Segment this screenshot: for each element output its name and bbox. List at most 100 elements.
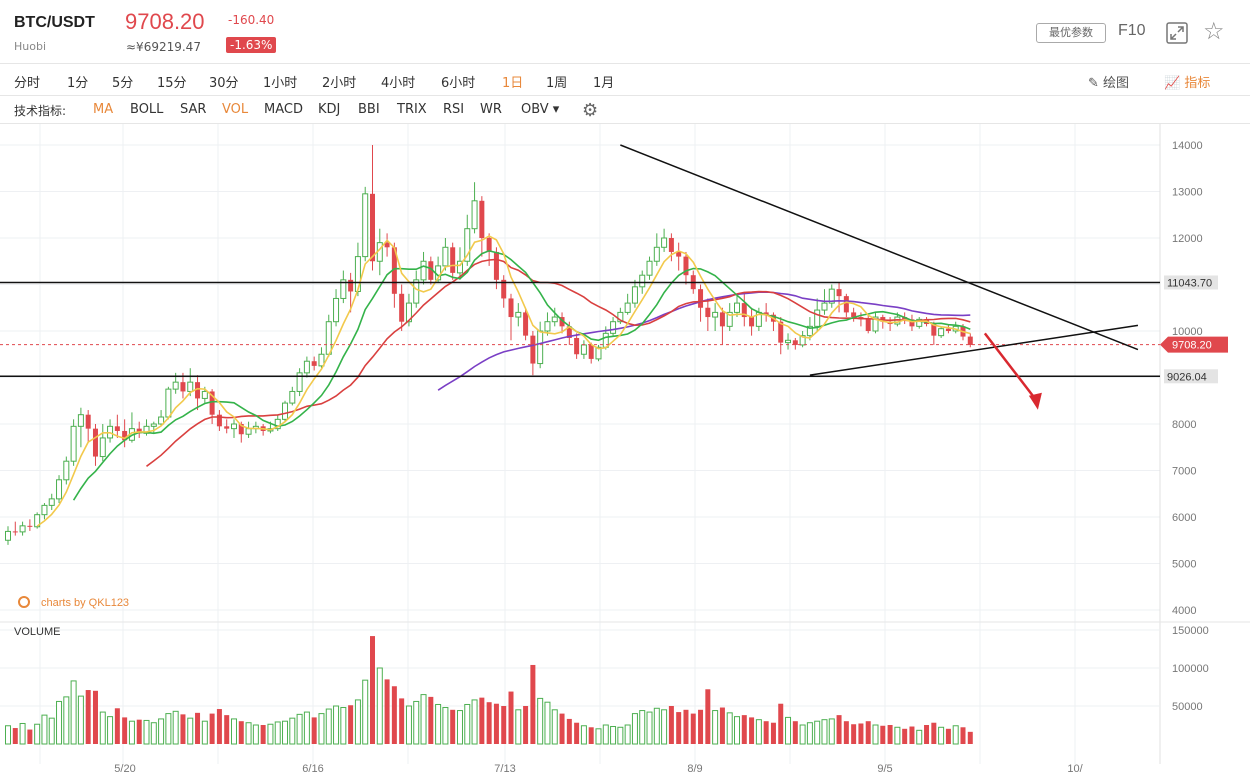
period-tab[interactable]: 1小时 <box>263 76 298 91</box>
candle-body <box>515 311 522 318</box>
candle-body <box>945 328 951 331</box>
change-percent-badge: -1.63% <box>226 37 277 53</box>
volume-bar <box>486 702 492 744</box>
volume-bar <box>639 710 646 745</box>
x-tick-label: 6/16 <box>302 763 323 775</box>
price-tick-label: 8000 <box>1172 419 1196 431</box>
volume-bar <box>843 721 849 744</box>
indicator-sar[interactable]: SAR <box>180 102 207 117</box>
indicator-ma[interactable]: MA <box>93 102 114 117</box>
candle-body <box>559 317 565 327</box>
volume-bar <box>413 700 420 745</box>
volume-bar <box>19 722 26 745</box>
level-label-bg <box>1164 275 1218 290</box>
candle-body <box>41 504 48 516</box>
volume-bar <box>559 713 565 744</box>
volume-bar <box>909 726 915 744</box>
volume-bar <box>828 718 835 745</box>
candle-body <box>143 425 150 434</box>
gear-icon[interactable]: ⚙ <box>582 100 599 121</box>
price-tick-label: 12000 <box>1172 233 1203 245</box>
candle-body <box>99 437 106 458</box>
volume-bar <box>428 696 434 744</box>
candle-body <box>413 279 420 304</box>
volume-bar <box>456 710 463 745</box>
indicator-wr[interactable]: WR <box>480 102 502 117</box>
volume-bar <box>602 724 609 745</box>
volume-bar <box>450 709 456 744</box>
x-tick-label: 9/5 <box>877 763 892 775</box>
indicator-macd[interactable]: MACD <box>264 102 303 117</box>
candle-body <box>931 324 937 336</box>
candle-body <box>544 321 551 332</box>
volume-bar <box>566 718 572 744</box>
x-tick-label: 5/20 <box>114 763 135 775</box>
candle-body <box>12 531 18 533</box>
indicator-tool-button[interactable]: 📈 指标 <box>1164 72 1210 91</box>
period-tab[interactable]: 1月 <box>593 76 615 91</box>
indicator-boll[interactable]: BOLL <box>130 102 164 117</box>
period-tab[interactable]: 1周 <box>546 76 568 91</box>
candle-body <box>486 238 492 252</box>
candle-body <box>274 418 281 430</box>
volume-bar <box>70 680 77 745</box>
volume-bar <box>763 721 769 744</box>
period-tab[interactable]: 1分 <box>67 76 89 91</box>
candle-body <box>370 193 375 262</box>
volume-bar <box>370 636 375 744</box>
indicator-bbi[interactable]: BBI <box>358 102 380 117</box>
period-tab[interactable]: 5分 <box>112 76 134 91</box>
period-tab-active[interactable]: 1日 <box>502 76 524 91</box>
candle-body <box>165 388 172 418</box>
candle-body <box>741 303 747 318</box>
volume-bar <box>405 705 412 745</box>
optimal-params-button[interactable]: 最优参数 <box>1036 23 1106 43</box>
indicator-kdj[interactable]: KDJ <box>318 102 341 117</box>
favorite-star-icon[interactable]: ☆ <box>1203 17 1225 45</box>
candle-body <box>420 260 427 281</box>
candle-body <box>70 425 77 462</box>
candle-body <box>683 256 689 276</box>
volume-bar <box>41 714 48 745</box>
period-tab[interactable]: 分时 <box>14 76 41 91</box>
ma5-line <box>36 235 971 527</box>
volume-bar <box>851 724 857 744</box>
volume-bar <box>799 724 806 745</box>
volume-bar <box>858 723 864 744</box>
level-label: 9026.04 <box>1167 371 1207 383</box>
period-tab[interactable]: 2小时 <box>322 76 357 91</box>
period-tab[interactable]: 4小时 <box>381 76 416 91</box>
candle-body <box>63 460 70 481</box>
volume-bar <box>238 721 244 744</box>
volume-tick-label: 50000 <box>1172 701 1203 713</box>
draw-tool-button[interactable]: ✎ 绘图 <box>1088 72 1129 91</box>
trendline <box>620 144 1139 351</box>
volume-bar <box>384 679 390 744</box>
candle-body <box>493 251 499 280</box>
kline-chart[interactable]: 4000500060007000800090001000011000120001… <box>0 124 1250 784</box>
period-tab[interactable]: 15分 <box>157 76 187 91</box>
volume-bar <box>420 694 427 745</box>
candle-body <box>180 382 186 392</box>
volume-bar <box>734 716 740 745</box>
volume-bar <box>77 695 84 745</box>
fullscreen-icon[interactable] <box>1166 22 1188 44</box>
indicator-trix[interactable]: TRIX <box>397 102 427 117</box>
indicator-rsi[interactable]: RSI <box>443 102 465 117</box>
indicator-vol[interactable]: VOL <box>222 102 249 117</box>
period-tab[interactable]: 30分 <box>209 76 239 91</box>
candle-body <box>384 242 390 248</box>
f10-button[interactable]: F10 <box>1118 22 1146 39</box>
volume-bar <box>676 712 682 744</box>
candle-body <box>580 344 587 355</box>
period-tab[interactable]: 6小时 <box>441 76 476 91</box>
indicator-obv-dropdown[interactable]: OBV ▾ <box>521 102 559 117</box>
volume-bar <box>916 729 923 745</box>
volume-bar <box>34 723 41 745</box>
candle-body <box>749 317 755 327</box>
candle-body <box>296 372 303 392</box>
volume-bar <box>610 726 617 745</box>
candle-body <box>814 309 821 327</box>
volume-bar <box>267 723 274 745</box>
candle-body <box>909 319 915 327</box>
